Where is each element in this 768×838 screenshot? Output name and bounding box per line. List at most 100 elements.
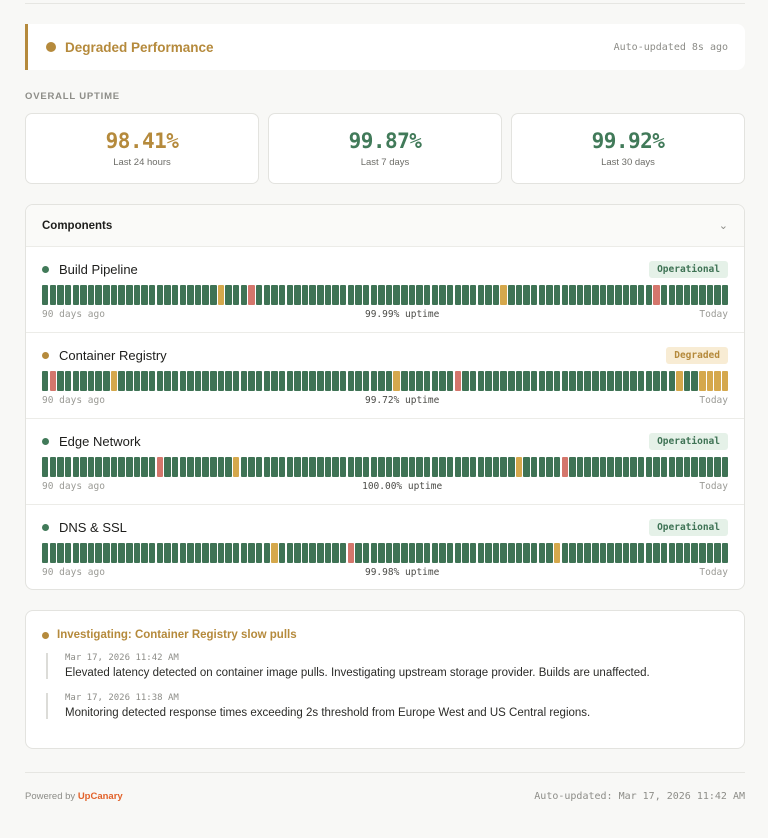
day-bar-operational[interactable] bbox=[569, 543, 576, 563]
day-bar-operational[interactable] bbox=[324, 285, 332, 305]
day-bar-operational[interactable] bbox=[515, 371, 523, 391]
day-bar-operational[interactable] bbox=[622, 371, 630, 391]
day-bar-operational[interactable] bbox=[133, 371, 141, 391]
day-bar-operational[interactable] bbox=[477, 543, 484, 563]
day-bar-degraded[interactable] bbox=[706, 371, 714, 391]
day-bar-operational[interactable] bbox=[156, 371, 164, 391]
day-bar-operational[interactable] bbox=[378, 457, 385, 477]
day-bar-operational[interactable] bbox=[148, 543, 156, 563]
day-bar-operational[interactable] bbox=[408, 543, 416, 563]
day-bar-operational[interactable] bbox=[431, 371, 439, 391]
day-bar-operational[interactable] bbox=[668, 371, 675, 391]
incident-title[interactable]: Investigating: Container Registry slow p… bbox=[57, 629, 297, 641]
day-bar-operational[interactable] bbox=[57, 371, 64, 391]
day-bar-operational[interactable] bbox=[485, 457, 492, 477]
day-bar-degraded[interactable] bbox=[714, 371, 721, 391]
day-bar-operational[interactable] bbox=[255, 285, 263, 305]
day-bar-operational[interactable] bbox=[416, 457, 423, 477]
day-bar-operational[interactable] bbox=[385, 371, 393, 391]
day-bar-operational[interactable] bbox=[286, 371, 293, 391]
day-bar-operational[interactable] bbox=[49, 543, 57, 563]
day-bar-operational[interactable] bbox=[637, 543, 645, 563]
day-bar-operational[interactable] bbox=[95, 371, 102, 391]
day-bar-operational[interactable] bbox=[584, 285, 591, 305]
day-bar-operational[interactable] bbox=[80, 371, 87, 391]
day-bar-operational[interactable] bbox=[592, 457, 599, 477]
day-bar-operational[interactable] bbox=[294, 543, 301, 563]
day-bar-operational[interactable] bbox=[225, 543, 232, 563]
day-bar-operational[interactable] bbox=[630, 543, 637, 563]
day-bar-operational[interactable] bbox=[660, 371, 668, 391]
day-bar-operational[interactable] bbox=[538, 371, 546, 391]
day-bar-operational[interactable] bbox=[431, 457, 439, 477]
day-bar-operational[interactable] bbox=[446, 371, 454, 391]
day-bar-operational[interactable] bbox=[225, 285, 232, 305]
day-bar-operational[interactable] bbox=[294, 371, 301, 391]
day-bar-operational[interactable] bbox=[408, 285, 416, 305]
day-bar-operational[interactable] bbox=[87, 285, 95, 305]
day-bar-operational[interactable] bbox=[653, 371, 660, 391]
day-bar-operational[interactable] bbox=[508, 457, 515, 477]
day-bar-operational[interactable] bbox=[538, 285, 546, 305]
day-bar-outage[interactable] bbox=[653, 285, 660, 305]
day-bar-operational[interactable] bbox=[546, 371, 553, 391]
day-bar-operational[interactable] bbox=[240, 285, 248, 305]
day-bar-operational[interactable] bbox=[492, 543, 500, 563]
day-bar-operational[interactable] bbox=[240, 371, 248, 391]
day-bar-operational[interactable] bbox=[683, 457, 691, 477]
day-bar-operational[interactable] bbox=[439, 285, 446, 305]
day-bar-operational[interactable] bbox=[271, 371, 278, 391]
day-bar-outage[interactable] bbox=[454, 371, 462, 391]
day-bar-operational[interactable] bbox=[691, 371, 698, 391]
day-bar-operational[interactable] bbox=[553, 457, 561, 477]
day-bar-operational[interactable] bbox=[584, 371, 591, 391]
day-bar-operational[interactable] bbox=[584, 457, 591, 477]
day-bar-operational[interactable] bbox=[126, 371, 133, 391]
day-bar-operational[interactable] bbox=[676, 543, 683, 563]
day-bar-operational[interactable] bbox=[431, 285, 439, 305]
day-bar-operational[interactable] bbox=[653, 457, 660, 477]
day-bar-operational[interactable] bbox=[118, 457, 125, 477]
day-bar-operational[interactable] bbox=[164, 285, 171, 305]
day-bar-operational[interactable] bbox=[347, 457, 355, 477]
day-bar-operational[interactable] bbox=[324, 543, 332, 563]
day-bar-operational[interactable] bbox=[446, 457, 454, 477]
day-bar-operational[interactable] bbox=[385, 543, 393, 563]
day-bar-operational[interactable] bbox=[42, 457, 49, 477]
day-bar-degraded[interactable] bbox=[271, 543, 278, 563]
day-bar-operational[interactable] bbox=[370, 371, 377, 391]
day-bar-operational[interactable] bbox=[523, 371, 530, 391]
day-bar-operational[interactable] bbox=[126, 543, 133, 563]
day-bar-operational[interactable] bbox=[569, 285, 576, 305]
day-bar-operational[interactable] bbox=[706, 285, 714, 305]
day-bar-operational[interactable] bbox=[691, 285, 698, 305]
day-bar-operational[interactable] bbox=[599, 543, 607, 563]
day-bar-operational[interactable] bbox=[714, 457, 721, 477]
day-bar-operational[interactable] bbox=[706, 543, 714, 563]
day-bar-operational[interactable] bbox=[332, 285, 339, 305]
day-bar-operational[interactable] bbox=[72, 285, 80, 305]
day-bar-operational[interactable] bbox=[531, 285, 538, 305]
day-bar-operational[interactable] bbox=[645, 543, 653, 563]
day-bar-operational[interactable] bbox=[538, 457, 546, 477]
day-bar-operational[interactable] bbox=[622, 543, 630, 563]
day-bar-operational[interactable] bbox=[485, 543, 492, 563]
day-bar-operational[interactable] bbox=[424, 457, 431, 477]
day-bar-operational[interactable] bbox=[72, 457, 80, 477]
day-bar-operational[interactable] bbox=[42, 285, 49, 305]
day-bar-operational[interactable] bbox=[217, 371, 225, 391]
day-bar-operational[interactable] bbox=[64, 285, 72, 305]
day-bar-operational[interactable] bbox=[164, 371, 171, 391]
day-bar-degraded[interactable] bbox=[233, 457, 240, 477]
day-bar-operational[interactable] bbox=[263, 457, 271, 477]
day-bar-operational[interactable] bbox=[263, 543, 271, 563]
day-bar-operational[interactable] bbox=[408, 457, 416, 477]
day-bar-operational[interactable] bbox=[401, 371, 408, 391]
day-bar-operational[interactable] bbox=[553, 371, 561, 391]
day-bar-operational[interactable] bbox=[133, 285, 141, 305]
day-bar-operational[interactable] bbox=[179, 543, 186, 563]
day-bar-operational[interactable] bbox=[401, 457, 408, 477]
day-bar-operational[interactable] bbox=[95, 543, 102, 563]
day-bar-operational[interactable] bbox=[42, 371, 49, 391]
day-bar-operational[interactable] bbox=[171, 457, 179, 477]
